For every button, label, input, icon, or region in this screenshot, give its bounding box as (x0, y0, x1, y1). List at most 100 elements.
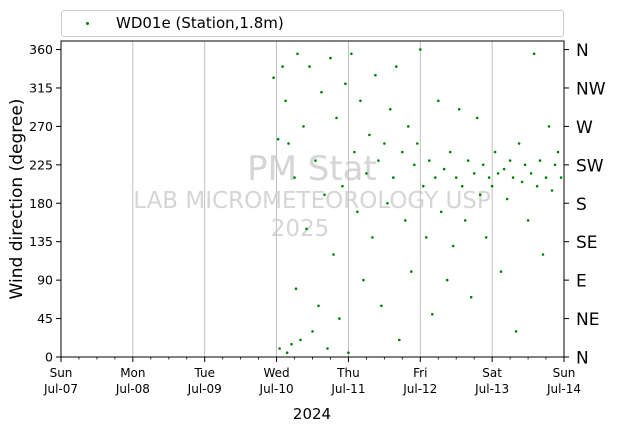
data-point (365, 172, 368, 175)
data-point (308, 65, 311, 68)
data-point (395, 65, 398, 68)
data-point (478, 193, 482, 196)
data-point (320, 90, 323, 94)
data-point (296, 52, 299, 56)
x-tick-date-label: Jul-08 (115, 382, 150, 396)
y-tick-label: 225 (29, 157, 53, 172)
data-point (553, 163, 557, 167)
data-point (526, 219, 530, 222)
data-point (514, 330, 518, 333)
data-point (329, 56, 332, 60)
data-point (425, 236, 428, 239)
x-tick-day-label: Thu (336, 366, 360, 380)
data-point (460, 184, 464, 188)
x-tick-date-label: Jul-10 (259, 382, 294, 396)
data-point (374, 73, 377, 77)
x-tick-date-label: Jul-07 (43, 382, 78, 396)
data-point (401, 150, 404, 154)
compass-label: W (576, 118, 593, 138)
data-point (323, 193, 326, 196)
data-point (326, 347, 329, 350)
data-point (457, 108, 461, 111)
data-point (353, 150, 356, 154)
data-point (544, 176, 548, 179)
data-point (302, 125, 305, 128)
watermark-line-3: 2025 (271, 216, 330, 242)
data-point (484, 236, 488, 239)
data-point (422, 184, 425, 188)
scatter-points (272, 48, 563, 355)
data-point (398, 338, 401, 342)
data-point (511, 176, 515, 179)
x-tick-date-label: Jul-14 (546, 382, 581, 396)
data-point (463, 219, 467, 222)
data-point (392, 176, 395, 179)
y-tick-label: 135 (29, 234, 53, 249)
data-point (508, 159, 512, 162)
data-point (538, 159, 542, 162)
x-tick-day-label: Mon (120, 366, 145, 380)
data-point (290, 342, 293, 346)
data-point (529, 172, 533, 175)
data-point (481, 163, 485, 167)
x-tick-day-label: Fri (413, 366, 427, 380)
y-tick-label: 45 (37, 311, 53, 326)
data-point (311, 330, 314, 333)
data-point (356, 210, 359, 214)
compass-label: NE (576, 310, 599, 330)
data-point (550, 189, 554, 192)
data-point (347, 351, 350, 355)
data-point (448, 150, 452, 154)
data-point (523, 163, 527, 167)
compass-label: SW (576, 156, 604, 176)
watermark-line-1: PM Stat (247, 149, 377, 189)
data-point (344, 82, 347, 85)
data-point (314, 159, 317, 162)
data-point (532, 52, 536, 56)
y-axis: 0 45 90 135 180 225 270 315 360 (29, 42, 61, 365)
data-point (439, 210, 443, 214)
y-tick-label: 270 (29, 119, 53, 134)
data-point (547, 125, 551, 128)
data-point (428, 159, 431, 162)
compass-label: N (576, 41, 589, 61)
data-point (454, 176, 458, 179)
data-point (451, 244, 455, 248)
data-point (359, 99, 362, 103)
x-tick-day-label: Sun (50, 366, 73, 380)
x-tick-date-label: Jul-12 (402, 382, 437, 396)
data-point (541, 253, 545, 256)
watermark-line-2: LAB MICROMETEOROLOGY USP (133, 188, 491, 214)
x-tick-day-label: Sat (482, 366, 502, 380)
compass-label: E (576, 272, 587, 292)
data-point (299, 338, 302, 342)
grid (132, 41, 493, 357)
data-point (317, 304, 320, 308)
legend: WD01e (Station,1.8m) (61, 10, 564, 37)
compass-label: NW (576, 79, 606, 99)
y-tick-label: 360 (29, 42, 53, 57)
legend-marker-icon (86, 22, 89, 25)
data-point (493, 150, 497, 154)
data-point (383, 142, 386, 145)
data-point (377, 159, 380, 162)
data-point (517, 142, 521, 145)
x-tick-date-label: Jul-13 (474, 382, 509, 396)
x-tick-day-label: Wed (263, 366, 289, 380)
data-point (496, 172, 500, 175)
x-axis-label: 2024 (293, 405, 331, 423)
data-point (332, 253, 335, 256)
data-point (502, 167, 506, 171)
data-point (368, 133, 371, 137)
y-tick-label: 315 (29, 80, 53, 95)
data-point (445, 278, 449, 282)
data-point (389, 108, 392, 111)
compass-axis: N NE E SE S SW W NW N (564, 41, 606, 369)
data-point (335, 116, 338, 120)
data-point (281, 65, 284, 68)
x-axis: Sun Jul-07 Mon Jul-08 Tue Jul-09 Wed Jul-10 Thu J… (43, 357, 581, 396)
data-point (341, 184, 344, 188)
x-tick-day-label: Sun (553, 366, 576, 380)
y-tick-label: 90 (37, 273, 53, 288)
data-point (475, 116, 479, 120)
